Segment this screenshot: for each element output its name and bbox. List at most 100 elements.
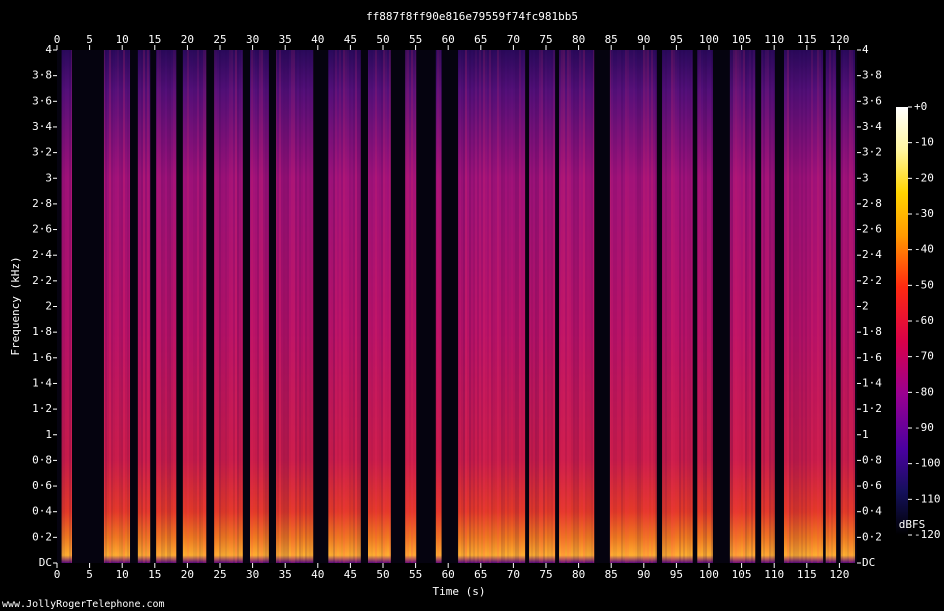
texture	[795, 50, 797, 563]
texture	[411, 50, 413, 563]
texture	[751, 50, 753, 563]
texture	[771, 50, 773, 563]
x-tick-label: 115	[797, 33, 817, 46]
texture	[521, 50, 523, 563]
texture	[485, 50, 487, 563]
texture	[793, 50, 795, 563]
texture	[163, 50, 165, 563]
x-tick-label: 100	[699, 568, 719, 581]
x-tick-label: 55	[409, 33, 422, 46]
x-tick-label: 110	[764, 33, 784, 46]
texture	[633, 50, 635, 563]
x-tick-label: 45	[344, 568, 357, 581]
texture	[733, 50, 735, 563]
texture	[831, 50, 833, 563]
y-tick-label: 1·6	[862, 351, 882, 364]
texture	[675, 50, 677, 563]
x-tick-label: 40	[311, 568, 324, 581]
x-tick-label: 105	[732, 33, 752, 46]
texture	[227, 50, 229, 563]
texture	[845, 50, 847, 563]
texture	[67, 50, 69, 563]
texture	[507, 50, 509, 563]
texture	[373, 50, 375, 563]
texture	[511, 50, 513, 563]
texture	[239, 50, 241, 563]
texture	[407, 50, 409, 563]
colorbar-tick-label: -60	[914, 314, 934, 327]
texture	[143, 50, 145, 563]
texture	[355, 50, 357, 563]
y-tick-label: 3·2	[862, 146, 882, 159]
texture	[111, 50, 113, 563]
texture	[769, 50, 771, 563]
texture	[677, 50, 679, 563]
y-tick-label: 0·2	[32, 530, 52, 543]
texture	[647, 50, 649, 563]
texture	[185, 50, 187, 563]
texture	[635, 50, 637, 563]
texture	[699, 50, 701, 563]
y-tick-label: 2	[45, 300, 52, 313]
x-tick-label: 75	[539, 568, 552, 581]
texture	[183, 50, 185, 563]
x-tick-label: 95	[670, 33, 683, 46]
texture	[851, 50, 853, 563]
texture	[571, 50, 573, 563]
texture	[827, 50, 829, 563]
texture	[493, 50, 495, 563]
texture	[617, 50, 619, 563]
texture	[187, 50, 189, 563]
texture	[645, 50, 647, 563]
texture	[801, 50, 803, 563]
texture	[385, 50, 387, 563]
x-tick-label: 100	[699, 33, 719, 46]
texture	[523, 50, 525, 563]
texture	[281, 50, 283, 563]
texture	[127, 50, 129, 563]
footer: www.JollyRogerTelephone.com	[2, 599, 165, 610]
texture	[229, 50, 231, 563]
texture	[61, 50, 63, 563]
texture	[535, 50, 537, 563]
texture	[513, 50, 515, 563]
texture	[515, 50, 517, 563]
colorbar-tick-label: +0	[914, 100, 927, 113]
colorbar-tick-label: -90	[914, 421, 934, 434]
texture	[193, 50, 195, 563]
texture	[495, 50, 497, 563]
texture	[749, 50, 751, 563]
texture	[233, 50, 235, 563]
x-tick-label: 35	[279, 568, 292, 581]
texture	[561, 50, 563, 563]
texture	[471, 50, 473, 563]
texture	[741, 50, 743, 563]
texture	[491, 50, 493, 563]
texture	[829, 50, 831, 563]
texture	[665, 50, 667, 563]
texture	[305, 50, 307, 563]
texture	[139, 50, 141, 563]
texture	[663, 50, 665, 563]
x-tick-label: 85	[605, 568, 618, 581]
x-tick-label: 10	[116, 33, 129, 46]
x-tick-label: 70	[507, 33, 520, 46]
texture	[195, 50, 197, 563]
colorbar-tick-label: -40	[914, 243, 934, 256]
colorbar-tick-label: -80	[914, 385, 934, 398]
silent-interval	[441, 50, 458, 563]
texture	[761, 50, 763, 563]
y-tick-label: 1·8	[32, 325, 52, 338]
texture	[483, 50, 485, 563]
texture	[683, 50, 685, 563]
texture	[517, 50, 519, 563]
texture	[671, 50, 673, 563]
texture	[287, 50, 289, 563]
texture	[767, 50, 769, 563]
texture	[639, 50, 641, 563]
texture	[293, 50, 295, 563]
silent-interval	[71, 50, 104, 563]
texture	[653, 50, 655, 563]
y-tick-label: 0·6	[862, 479, 882, 492]
texture	[329, 50, 331, 563]
